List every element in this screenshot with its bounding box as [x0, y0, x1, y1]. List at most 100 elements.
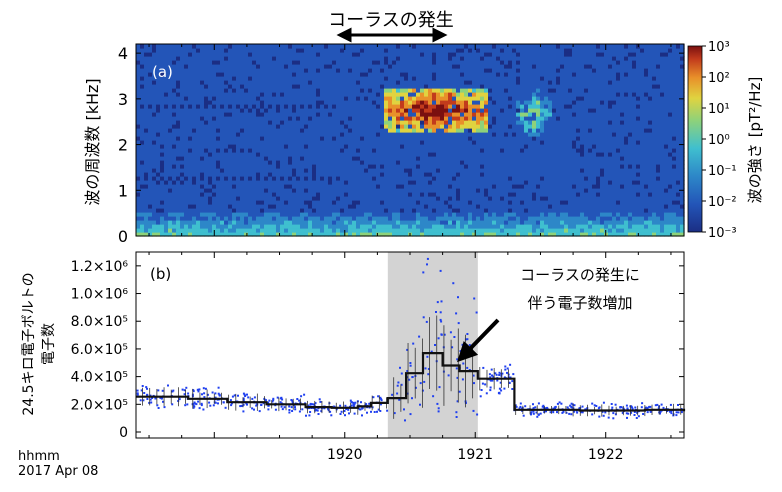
spectrogram-cell — [544, 116, 549, 121]
spectrogram-cell — [480, 176, 485, 181]
spectrogram-cell — [172, 80, 177, 85]
spectrogram-cell — [292, 208, 297, 213]
spectrogram-cell — [172, 44, 177, 49]
spectrogram-cell — [444, 204, 449, 209]
spectrogram-cell — [216, 176, 221, 181]
spectrogram-cell — [344, 108, 349, 113]
spectrogram-cell — [532, 196, 537, 201]
spectrogram-cell — [472, 108, 477, 113]
spectrogram-cell — [472, 216, 477, 221]
spectrogram-cell — [500, 84, 505, 89]
spectrogram-cell — [416, 116, 421, 121]
spectrogram-cell — [448, 120, 453, 125]
spectrogram-cell — [336, 232, 341, 237]
spectrogram-cell — [360, 176, 365, 181]
spectrogram-cell — [536, 44, 541, 49]
spectrogram-cell — [396, 112, 401, 117]
spectrogram-cell — [152, 192, 157, 197]
spectrogram-cell — [420, 224, 425, 229]
spectrogram-cell — [492, 204, 497, 209]
spectrogram-cell — [188, 224, 193, 229]
spectrogram-cell — [292, 232, 297, 237]
spectrogram-cell — [360, 88, 365, 93]
spectrogram-cell — [364, 180, 369, 185]
spectrogram-cell — [392, 100, 397, 105]
spectrogram-cell — [376, 168, 381, 173]
spectrogram-cell — [208, 96, 213, 101]
spectrogram-cell — [496, 88, 501, 93]
spectrogram-cell — [300, 124, 305, 129]
spectrogram-cell — [196, 160, 201, 165]
spectrogram-cell — [244, 180, 249, 185]
spectrogram-cell — [212, 168, 217, 173]
spectrogram-cell — [228, 72, 233, 77]
spectrogram-cell — [236, 136, 241, 141]
spectrogram-cell — [468, 224, 473, 229]
spectrogram-cell — [180, 44, 185, 49]
spectrogram-cell — [180, 176, 185, 181]
spectrogram-cell — [532, 192, 537, 197]
spectrogram-cell — [544, 132, 549, 137]
spectrogram-cell — [312, 228, 317, 233]
spectrogram-cell — [296, 60, 301, 65]
spectrogram-cell — [208, 128, 213, 133]
spectrogram-cell — [488, 196, 493, 201]
spectrogram-cell — [144, 228, 149, 233]
spectrogram-cell — [148, 212, 153, 217]
spectrogram-cell — [372, 88, 377, 93]
spectrogram-cell — [384, 136, 389, 141]
spectrogram-cell — [144, 204, 149, 209]
spectrogram-cell — [224, 68, 229, 73]
spectrogram-cell — [220, 124, 225, 129]
spectrogram-cell — [508, 224, 513, 229]
spectrogram-cell — [244, 120, 249, 125]
spectrogram-cell — [140, 188, 145, 193]
spectrogram-cell — [480, 152, 485, 157]
spectrogram-cell — [356, 228, 361, 233]
spectrogram-cell — [252, 204, 257, 209]
spectrogram-cell — [136, 124, 141, 129]
spectrogram-cell — [184, 52, 189, 57]
spectrogram-cell — [144, 152, 149, 157]
spectrogram-cell — [436, 80, 441, 85]
spectrogram-cell — [208, 124, 213, 129]
spectrogram-cell — [404, 44, 409, 49]
spectrogram-cell — [356, 48, 361, 53]
spectrogram-cell — [372, 92, 377, 97]
spectrogram-cell — [480, 140, 485, 145]
spectrogram-cell — [372, 180, 377, 185]
spectrogram-cell — [524, 212, 529, 217]
spectrogram-cell — [516, 176, 521, 181]
spectrogram-cell — [432, 136, 437, 141]
spectrogram-cell — [408, 100, 413, 105]
spectrogram-cell — [488, 232, 493, 237]
spectrogram-cell — [228, 116, 233, 121]
spectrogram-cell — [176, 216, 181, 221]
spectrogram-cell — [352, 192, 357, 197]
spectrogram-cell — [448, 108, 453, 113]
spectrogram-cell — [500, 132, 505, 137]
spectrogram-cell — [496, 52, 501, 57]
spectrogram-cell — [204, 128, 209, 133]
spectrogram-cell — [280, 156, 285, 161]
spectrogram-cell — [140, 128, 145, 133]
spectrogram-cell — [476, 148, 481, 153]
spectrogram-cell — [184, 140, 189, 145]
spectrogram-cell — [232, 152, 237, 157]
spectrogram-cell — [488, 112, 493, 117]
spectrogram-cell — [148, 76, 153, 81]
spectrogram-cell — [468, 132, 473, 137]
spectrogram-cell — [232, 220, 237, 225]
spectrogram-cell — [220, 164, 225, 169]
spectrogram-cell — [172, 48, 177, 53]
spectrogram-cell — [360, 64, 365, 69]
spectrogram-cell — [256, 188, 261, 193]
spectrogram-cell — [240, 224, 245, 229]
spectrogram-cell — [144, 48, 149, 53]
spectrogram-cell — [464, 128, 469, 133]
spectrogram-cell — [168, 64, 173, 69]
spectrogram-cell — [368, 84, 373, 89]
spectrogram-cell — [472, 128, 477, 133]
spectrogram-cell — [388, 116, 393, 121]
spectrogram-cell — [488, 172, 493, 177]
